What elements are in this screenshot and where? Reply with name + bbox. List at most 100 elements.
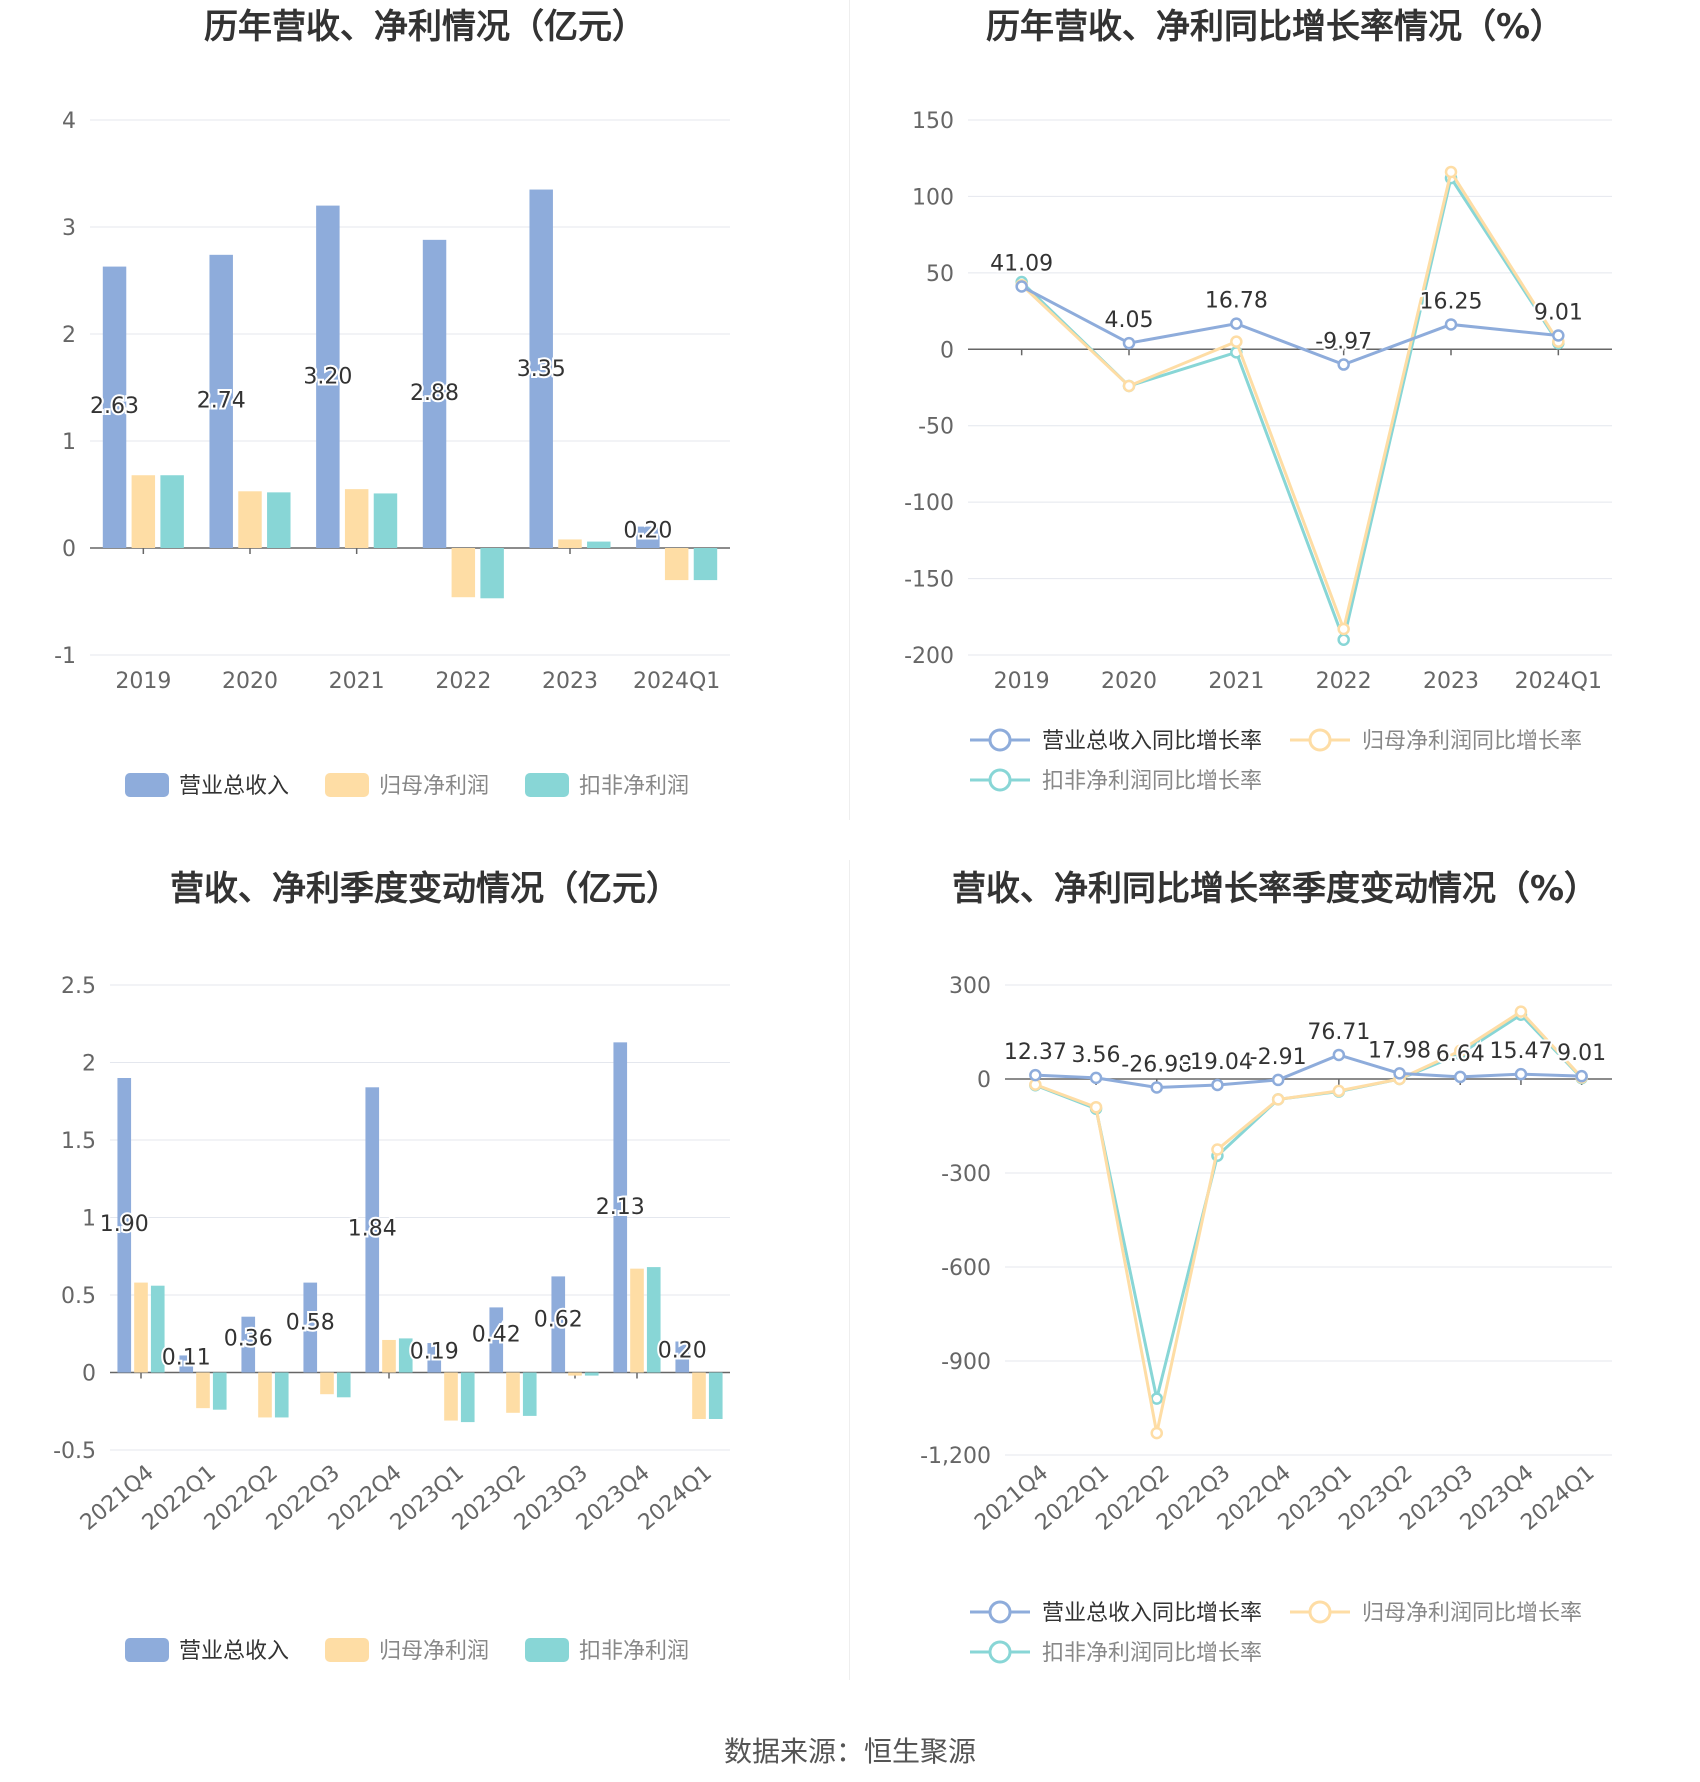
- chart-title: 历年营收、净利情况（亿元）: [204, 7, 646, 47]
- data-point: [1444, 165, 1458, 179]
- bar: [117, 1078, 132, 1373]
- bar-value-label: 2.63: [90, 394, 139, 419]
- legend-label: 归母净利润: [379, 1639, 489, 1664]
- point-value-label: 9.01: [1534, 301, 1583, 326]
- bar-value-label: 0.20: [658, 1339, 707, 1364]
- bar: [238, 491, 262, 548]
- bar: [316, 205, 340, 548]
- data-point: [1230, 317, 1243, 330]
- point-value-label: 17.98: [1368, 1038, 1431, 1063]
- divider-top: [849, 0, 850, 820]
- data-point: [1089, 1100, 1103, 1114]
- bar: [160, 475, 184, 548]
- bar: [708, 1372, 723, 1419]
- data-point: [1514, 1005, 1528, 1018]
- legend-swatch: [325, 1638, 369, 1662]
- bar: [336, 1372, 351, 1398]
- legend-label: 扣非净利润同比增长率: [1042, 769, 1262, 794]
- y-tick-label: -0.5: [53, 1439, 96, 1464]
- bar: [568, 1372, 582, 1376]
- bar-value-label: 0.62: [534, 1307, 583, 1332]
- bar: [506, 1372, 520, 1413]
- bar-value-label: 0.20: [623, 519, 672, 544]
- data-point: [1150, 1426, 1163, 1440]
- bar-value-label: 2.74: [197, 388, 246, 413]
- bar-value-label: 0.58: [286, 1310, 335, 1335]
- bar: [131, 475, 156, 548]
- y-tick-label: 0: [62, 537, 76, 562]
- panel-annual-amounts: 历年营收、净利情况（亿元） -1 0 1 2 3 4 2019 2020 2021 2022 2023…: [0, 0, 850, 870]
- y-tick-label: -300: [941, 1162, 991, 1187]
- bar: [212, 1372, 227, 1410]
- y-tick-label: 150: [912, 109, 954, 134]
- chart-annual-amounts: 历年营收、净利情况（亿元） -1 0 1 2 3 4 2019 2020 2021 2022 2023…: [54, 7, 730, 799]
- legend-swatch: [125, 773, 169, 797]
- y-tick-label: -100: [904, 491, 954, 516]
- data-point: [1211, 1078, 1224, 1092]
- data-point: [1089, 1071, 1103, 1085]
- data-point: [1444, 318, 1458, 331]
- legend-marker: [988, 728, 1012, 752]
- chart-quarterly-amounts: 营收、净利季度变动情况（亿元）-0.500.511.522.52021Q4202…: [53, 869, 730, 1664]
- y-tick-label: 0: [940, 338, 954, 363]
- bar: [636, 526, 660, 548]
- series-line: [1035, 1053, 1582, 1089]
- bar-value-label: 2.88: [410, 381, 459, 406]
- legend-label: 扣非净利润: [579, 774, 689, 799]
- point-value-label: 12.37: [1004, 1040, 1067, 1065]
- y-tick-label: -600: [941, 1256, 991, 1281]
- data-point: [1271, 1093, 1285, 1106]
- legend-label: 营业总收入: [179, 1639, 289, 1664]
- bar: [675, 1341, 690, 1373]
- point-value-label: 15.47: [1489, 1039, 1552, 1064]
- point-value-label: 76.71: [1307, 1020, 1370, 1045]
- bar: [489, 1307, 504, 1373]
- data-source-note: 数据来源：恒生聚源: [723, 1735, 976, 1768]
- legend-swatch: [525, 773, 569, 797]
- legend-marker: [1308, 1600, 1332, 1624]
- bar: [258, 1372, 272, 1418]
- data-point: [1454, 1070, 1467, 1084]
- y-tick-label: 2: [82, 1052, 96, 1077]
- bar-value-label: 0.11: [162, 1345, 211, 1370]
- bar: [365, 1087, 380, 1373]
- bar: [427, 1343, 442, 1373]
- data-point: [1514, 1067, 1528, 1081]
- legend-label: 营业总收入同比增长率: [1042, 729, 1262, 754]
- y-tick-label: -1,200: [920, 1444, 991, 1469]
- data-point: [1150, 1081, 1163, 1094]
- data-point: [1150, 1392, 1163, 1405]
- x-tick-label: 2023: [542, 669, 598, 694]
- data-point: [1337, 633, 1350, 646]
- legend-label: 归母净利润: [379, 774, 489, 799]
- legend-marker: [988, 768, 1012, 792]
- point-value-label: 4.05: [1105, 308, 1154, 333]
- y-tick-label: 300: [949, 974, 991, 999]
- bar: [102, 266, 127, 548]
- bar: [444, 1372, 458, 1421]
- data-point: [1015, 280, 1028, 293]
- series-line: [1020, 285, 1559, 367]
- data-point: [1332, 1048, 1346, 1062]
- data-point: [1454, 1044, 1467, 1058]
- point-value-label: 16.25: [1420, 289, 1483, 314]
- y-tick-label: 4: [62, 109, 76, 134]
- point-value-label: -26.98: [1121, 1052, 1192, 1077]
- y-tick-label: -200: [904, 644, 954, 669]
- legend-label: 扣非净利润同比增长率: [1042, 1641, 1262, 1666]
- panel-annual-growth: 历年营收、净利同比增长率情况（%） -200 -150 -100 -50 0 50 100 15…: [850, 0, 1700, 870]
- bar: [693, 548, 718, 581]
- bar: [529, 189, 553, 549]
- y-tick-label: 2.5: [61, 974, 96, 999]
- data-point: [1211, 1143, 1224, 1156]
- bar: [451, 548, 476, 598]
- bar-value-label: 1.84: [348, 1217, 397, 1242]
- legend-label: 营业总收入同比增长率: [1042, 1601, 1262, 1626]
- legend-label: 归母净利润同比增长率: [1362, 1601, 1582, 1626]
- point-value-label: 9.01: [1557, 1041, 1606, 1066]
- legend-label: 扣非净利润: [579, 1639, 689, 1664]
- y-tick-label: 1: [62, 430, 76, 455]
- point-value-label: -19.04: [1182, 1050, 1253, 1075]
- y-tick-label: -50: [918, 415, 954, 440]
- x-tick-label: 2021: [1208, 669, 1264, 694]
